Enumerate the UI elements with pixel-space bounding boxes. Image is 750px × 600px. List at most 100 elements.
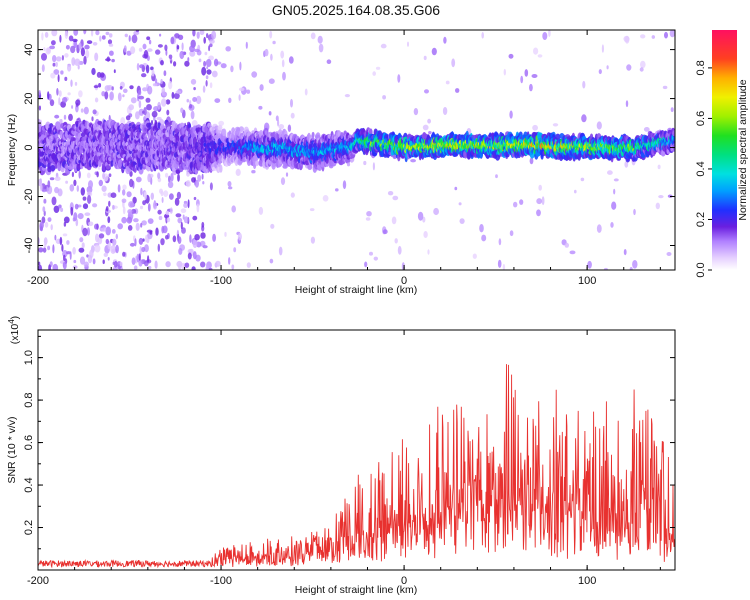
heatmap-cell	[427, 249, 430, 255]
heatmap-cell	[228, 97, 232, 104]
heatmap-cell	[145, 234, 148, 243]
heatmap-cell	[214, 98, 221, 103]
heatmap-cell	[175, 90, 182, 94]
heatmap-cell	[532, 124, 538, 131]
heatmap-cell	[542, 32, 548, 40]
heatmap-cell	[264, 48, 269, 57]
heatmap-cell	[209, 43, 213, 48]
heatmap-cell	[101, 91, 106, 97]
heatmap-cell	[180, 208, 187, 213]
heatmap-cell	[143, 106, 147, 116]
heatmap-cell	[169, 193, 174, 200]
heatmap-cell	[103, 192, 107, 197]
heatmap-cell	[120, 267, 124, 270]
heatmap-cell	[121, 198, 127, 204]
heatmap-cell	[180, 107, 184, 114]
heatmap-cell	[346, 162, 351, 167]
heatmap-cell	[270, 223, 275, 229]
heatmap-cell	[217, 124, 223, 131]
heatmap-cell	[51, 30, 58, 37]
heatmap-cell	[183, 202, 189, 208]
heatmap-cell	[122, 189, 126, 196]
heatmap-cell	[127, 225, 133, 231]
heatmap-cell	[104, 91, 109, 100]
heatmap-cell	[44, 221, 49, 228]
heatmap-cell	[157, 101, 161, 110]
heatmap-cell	[230, 65, 234, 73]
heatmap-cell	[147, 265, 152, 270]
heatmap-cell	[128, 104, 134, 111]
heatmap-cell	[498, 238, 502, 246]
heatmap-cell	[326, 59, 332, 64]
heatmap-cell	[640, 34, 646, 39]
heatmap-cell	[209, 39, 215, 44]
heatmap-cell	[151, 110, 158, 118]
heatmap-cell	[56, 88, 59, 96]
heatmap-cell	[168, 175, 171, 183]
heatmap-cell	[47, 91, 50, 100]
heatmap-cell	[613, 188, 616, 195]
heatmap-cell	[83, 106, 89, 115]
heatmap-cell	[92, 42, 98, 46]
heatmap-cell	[147, 203, 151, 212]
heatmap-cell	[83, 30, 87, 35]
heatmap-cell	[629, 267, 633, 270]
heatmap-cell	[225, 46, 231, 52]
heatmap-cell	[212, 233, 217, 242]
heatmap-cell	[290, 98, 293, 108]
heatmap-cell	[160, 190, 164, 197]
heatmap-cell	[172, 235, 177, 243]
heatmap-cell	[413, 108, 419, 116]
heatmap-cell	[38, 247, 44, 253]
heatmap-cell	[397, 74, 401, 83]
heatmap-cell	[219, 164, 223, 173]
heatmap-cell	[288, 56, 294, 64]
heatmap-cell	[222, 128, 227, 137]
heatmap-cell	[277, 118, 280, 127]
heatmap-cell	[54, 114, 60, 119]
heatmap-cell	[625, 100, 629, 108]
heatmap-cell	[143, 49, 149, 59]
heatmap-cell	[106, 56, 111, 62]
heatmap-cell	[108, 200, 111, 207]
heatmap-cell	[105, 226, 111, 236]
heatmap-cell	[235, 168, 241, 176]
heatmap-cell	[70, 206, 74, 216]
heatmap-cell	[132, 196, 137, 204]
heatmap-cell	[76, 185, 80, 192]
heatmap-cell	[197, 174, 202, 182]
heatmap-cell	[208, 55, 215, 61]
heatmap-cell	[121, 216, 127, 224]
heatmap-cell	[640, 60, 646, 69]
heatmap-cell	[52, 62, 56, 67]
heatmap-cell	[193, 87, 196, 91]
heatmap-cell	[71, 105, 74, 109]
heatmap-cell	[88, 180, 93, 189]
heatmap-cell	[157, 209, 162, 215]
heatmap-cell	[199, 30, 205, 36]
heatmap-cell	[50, 72, 56, 79]
heatmap-cell	[80, 47, 85, 57]
heatmap-cell	[175, 169, 181, 174]
heatmap-cell	[102, 172, 106, 180]
heatmap-cell	[59, 236, 63, 246]
heatmap-cell	[86, 172, 91, 179]
heatmap-cell	[238, 87, 245, 92]
heatmap-cell	[60, 207, 64, 212]
heatmap-cell	[84, 212, 91, 216]
heatmap-cell	[150, 192, 154, 200]
heatmap-cell	[340, 132, 344, 140]
heatmap-cell	[163, 70, 167, 77]
heatmap-cell	[189, 104, 193, 109]
heatmap-cell	[220, 63, 227, 69]
heatmap-cell	[529, 157, 534, 165]
heatmap-cell	[72, 265, 78, 269]
heatmap-cell	[458, 202, 462, 206]
heatmap-cell	[53, 205, 60, 213]
heatmap-cell	[42, 247, 47, 253]
heatmap-cell	[160, 238, 165, 246]
heatmap-cell	[531, 74, 538, 78]
heatmap-cell	[136, 62, 140, 71]
heatmap-cell	[46, 185, 53, 195]
heatmap-cell	[168, 81, 173, 90]
